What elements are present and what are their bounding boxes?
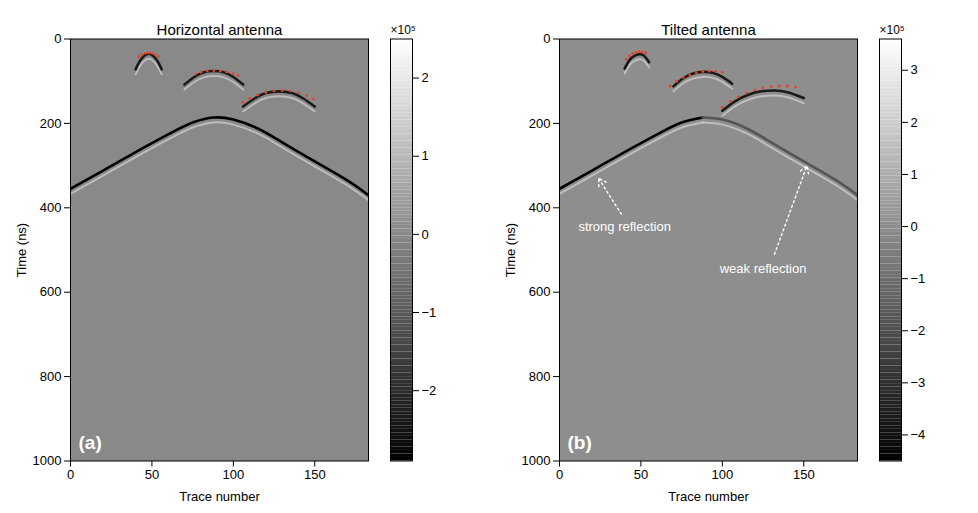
svg-text:0: 0 (54, 31, 61, 46)
svg-text:−1: −1 (422, 305, 437, 320)
svg-text:Trace number: Trace number (668, 489, 749, 504)
svg-text:(a): (a) (79, 432, 102, 453)
svg-text:−2: −2 (422, 383, 437, 398)
svg-text:600: 600 (40, 284, 62, 299)
svg-text:400: 400 (40, 200, 62, 215)
svg-text:Time (ns): Time (ns) (14, 223, 29, 277)
svg-text:(b): (b) (568, 432, 592, 453)
svg-text:600: 600 (529, 284, 551, 299)
svg-text:400: 400 (529, 200, 551, 215)
svg-text:−3: −3 (911, 375, 926, 390)
svg-text:Trace number: Trace number (179, 489, 260, 504)
svg-text:200: 200 (40, 116, 62, 131)
svg-text:100: 100 (711, 467, 733, 482)
svg-text:50: 50 (145, 467, 159, 482)
svg-text:0: 0 (422, 227, 429, 242)
svg-text:Tilted antenna: Tilted antenna (661, 21, 756, 38)
svg-text:−1: −1 (911, 271, 926, 286)
svg-text:0: 0 (67, 467, 74, 482)
svg-text:150: 150 (793, 467, 815, 482)
svg-text:Time (ns): Time (ns) (503, 223, 518, 277)
svg-text:1: 1 (422, 148, 429, 163)
svg-text:1000: 1000 (522, 453, 551, 468)
svg-text:800: 800 (40, 369, 62, 384)
svg-text:2: 2 (911, 115, 918, 130)
svg-text:0: 0 (543, 31, 550, 46)
svg-text:−4: −4 (911, 427, 926, 442)
svg-text:100: 100 (222, 467, 244, 482)
svg-text:200: 200 (529, 116, 551, 131)
svg-text:−2: −2 (911, 323, 926, 338)
svg-text:3: 3 (911, 62, 918, 77)
svg-text:weak reflection: weak reflection (719, 261, 807, 276)
svg-text:Horizontal antenna: Horizontal antenna (157, 21, 284, 38)
svg-text:×10⁵: ×10⁵ (391, 23, 416, 37)
svg-text:0: 0 (911, 219, 918, 234)
svg-text:50: 50 (634, 467, 648, 482)
svg-text:2: 2 (422, 70, 429, 85)
svg-text:150: 150 (304, 467, 326, 482)
svg-text:1: 1 (911, 167, 918, 182)
svg-text:strong reflection: strong reflection (578, 219, 671, 234)
svg-text:800: 800 (529, 369, 551, 384)
svg-text:0: 0 (556, 467, 563, 482)
svg-text:1000: 1000 (33, 453, 62, 468)
svg-text:×10⁵: ×10⁵ (880, 23, 905, 37)
